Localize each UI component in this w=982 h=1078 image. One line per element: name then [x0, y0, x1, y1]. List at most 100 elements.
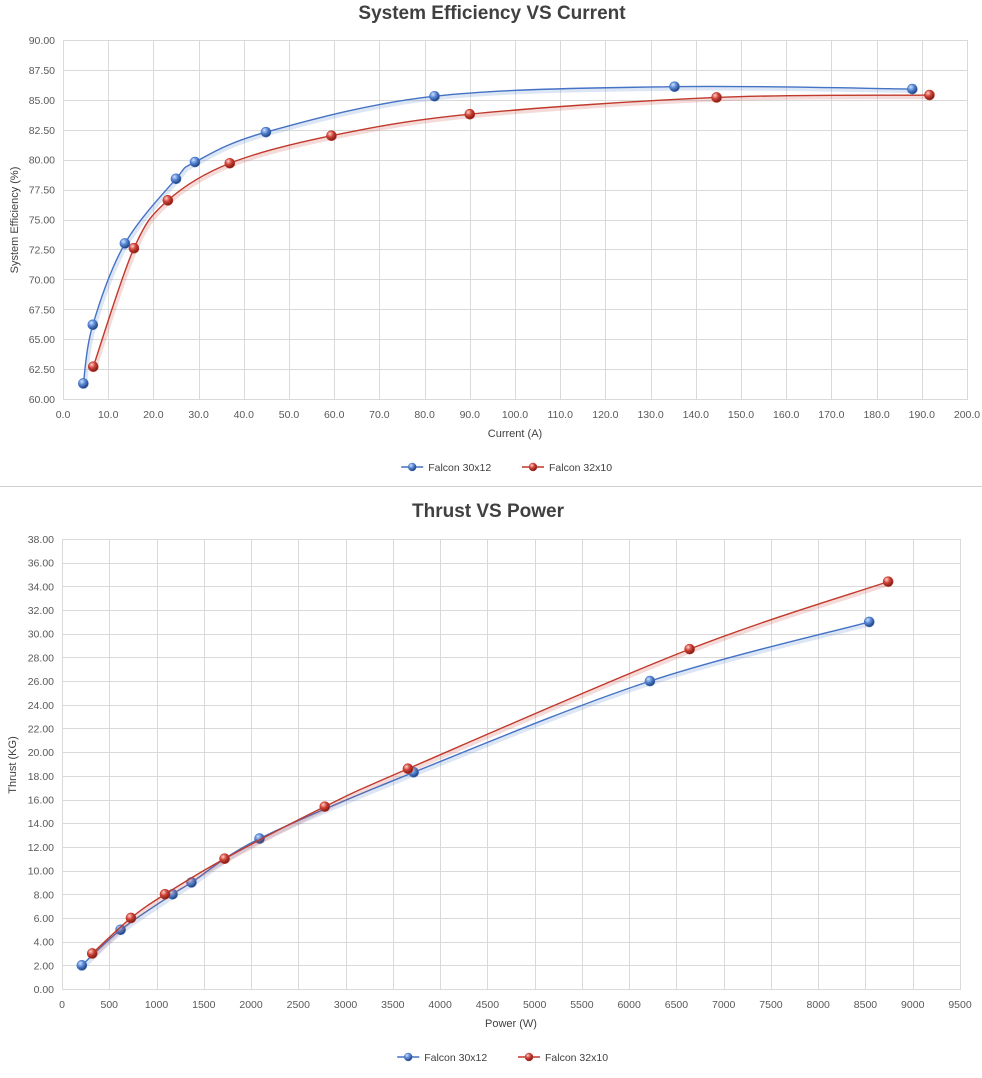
x-tick-label: 150.0: [728, 409, 754, 421]
series-line: [81, 621, 870, 966]
y-tick-label: 12.00: [28, 842, 54, 854]
legend-label: Falcon 32x10: [549, 462, 612, 474]
y-tick-label: 80.00: [29, 155, 55, 167]
legend-label: Falcon 30x12: [424, 1052, 487, 1064]
data-point: [711, 92, 722, 103]
data-point: [882, 576, 894, 587]
y-tick-label: 26.00: [28, 676, 54, 688]
data-point: [78, 378, 89, 389]
data-point: [863, 616, 875, 628]
x-tick-label: 110.0: [547, 409, 573, 421]
y-tick-label: 90.00: [29, 35, 55, 47]
series-line-shadow: [92, 581, 891, 957]
legend-marker: [524, 1052, 534, 1062]
series-falcon-30x12: [78, 81, 918, 389]
y-tick-label: 24.00: [28, 700, 54, 712]
series-line-shadow: [82, 86, 914, 386]
x-tick-label: 5500: [570, 999, 594, 1011]
x-tick-label: 2000: [239, 999, 263, 1011]
series-falcon-32x10: [86, 576, 894, 959]
y-tick-label: 20.00: [28, 747, 54, 759]
x-tick-label: 3000: [334, 999, 358, 1011]
data-point: [86, 948, 98, 959]
legend-item: Falcon 30x12: [397, 1052, 487, 1064]
x-tick-label: 500: [100, 999, 118, 1011]
x-tick-label: 0.0: [56, 409, 71, 421]
data-point: [125, 912, 137, 924]
x-tick-label: 5000: [523, 999, 547, 1011]
x-axis-title: Power (W): [485, 1018, 537, 1030]
y-tick-label: 67.50: [29, 304, 55, 316]
y-tick-label: 77.50: [29, 185, 55, 197]
y-tick-label: 62.50: [29, 364, 55, 376]
data-point: [76, 960, 88, 971]
data-point: [128, 242, 140, 254]
data-point: [464, 108, 476, 120]
thrust-vs-power-chart: Thrust VS Power 0.00 2.00 4.00 6.00 8.00 10.0…: [7, 501, 972, 1064]
plot-area: 0.00 2.00 4.00 6.00 8.00 10.00 12.00 14.00 16.00…: [28, 534, 972, 1011]
x-tick-label: 3500: [381, 999, 405, 1011]
legend-label: Falcon 32x10: [545, 1052, 608, 1064]
x-axis-title: Current (A): [488, 428, 542, 440]
plot-frame: [63, 40, 968, 400]
x-tick-label: 4500: [476, 999, 500, 1011]
y-tick-label: 36.00: [28, 558, 54, 570]
data-point: [402, 763, 414, 775]
x-tick-label: 100.0: [502, 409, 528, 421]
data-point: [115, 924, 126, 936]
y-tick-label: 14.00: [28, 818, 54, 830]
x-tick-label: 60.0: [324, 409, 345, 421]
y-tick-label: 70.00: [29, 274, 55, 286]
plot-area: 60.00 62.50 65.00 67.50 70.00 72.50 75.00 77.50…: [29, 35, 981, 421]
x-tick-label: 9500: [948, 999, 972, 1011]
data-point: [162, 195, 174, 206]
y-tick-label: 30.00: [28, 629, 54, 641]
y-tick-label: 6.00: [34, 913, 55, 925]
x-tick-label: 0: [59, 999, 65, 1011]
x-tick-label: 180.0: [863, 409, 889, 421]
y-tick-label: 16.00: [28, 795, 54, 807]
x-tick-label: 8000: [807, 999, 831, 1011]
plot-frame: [62, 539, 961, 990]
legend-item: Falcon 30x12: [401, 462, 491, 474]
legend-marker: [403, 1052, 413, 1062]
y-tick-label: 87.50: [29, 65, 55, 77]
x-tick-label: 140.0: [683, 409, 709, 421]
legend: Falcon 30x12 Falcon 32x10: [401, 462, 612, 474]
x-tick-label: 8500: [854, 999, 878, 1011]
legend-marker: [407, 462, 417, 472]
series-line-shadow: [81, 621, 872, 969]
y-tick-label: 60.00: [29, 394, 55, 406]
x-tick-label: 1000: [145, 999, 169, 1011]
x-tick-label: 9000: [901, 999, 925, 1011]
y-tick-label: 18.00: [28, 771, 54, 783]
y-tick-label: 32.00: [28, 605, 54, 617]
y-tick-label: 28.00: [28, 652, 54, 664]
x-tick-label: 4000: [428, 999, 452, 1011]
legend-item: Falcon 32x10: [518, 1052, 608, 1064]
y-tick-label: 38.00: [28, 534, 54, 546]
data-point: [907, 83, 918, 95]
y-tick-label: 75.00: [29, 215, 55, 227]
x-tick-label: 130.0: [637, 409, 663, 421]
x-tick-label: 160.0: [773, 409, 799, 421]
x-tick-label: 120.0: [592, 409, 618, 421]
data-point: [224, 157, 236, 169]
x-tick-label: 10.0: [98, 409, 119, 421]
x-tick-label: 170.0: [818, 409, 844, 421]
efficiency-vs-current-chart: System Efficiency VS Current 60.00 62.50 6…: [9, 3, 980, 474]
data-point: [170, 173, 182, 185]
y-tick-label: 2.00: [34, 960, 55, 972]
data-point: [260, 126, 272, 138]
data-point: [684, 643, 695, 655]
legend-marker: [528, 462, 538, 472]
x-tick-label: 6500: [665, 999, 689, 1011]
series-line-shadow: [92, 95, 932, 370]
legend-item: Falcon 32x10: [522, 462, 612, 474]
data-point: [319, 801, 331, 812]
x-tick-label: 2500: [287, 999, 311, 1011]
y-tick-label: 10.00: [28, 866, 54, 878]
chart-title: System Efficiency VS Current: [358, 3, 626, 24]
y-tick-label: 82.50: [29, 125, 55, 137]
